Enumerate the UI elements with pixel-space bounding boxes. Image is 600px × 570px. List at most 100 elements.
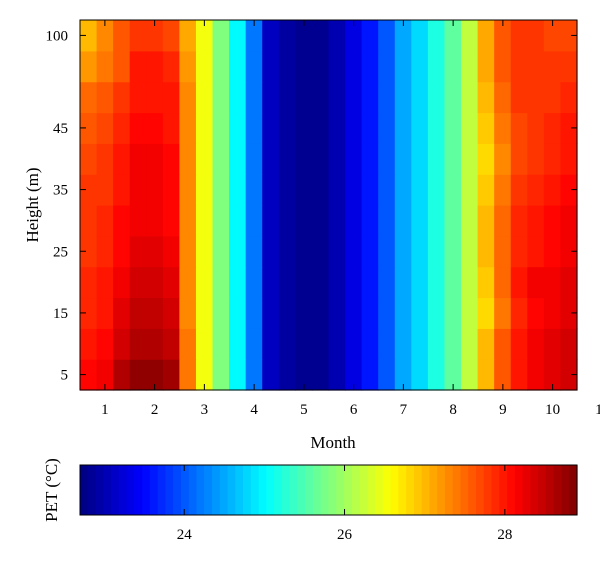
heatmap-cell xyxy=(527,235,545,268)
colorbar-strip xyxy=(344,465,353,515)
heatmap-cell xyxy=(146,81,164,114)
heatmap-cell xyxy=(129,328,147,360)
heatmap-cell xyxy=(212,143,230,175)
heatmap-cell xyxy=(129,143,147,175)
heatmap-cell xyxy=(245,328,263,360)
colorbar-ticks: 24 26 28 xyxy=(177,465,512,543)
heatmap-cell xyxy=(80,266,98,299)
heatmap-cell xyxy=(461,235,479,268)
heatmap-cell xyxy=(162,112,180,144)
heatmap-cell xyxy=(311,266,330,299)
colorbar-strip xyxy=(468,465,477,515)
heatmap-cell xyxy=(195,112,214,144)
heatmap-cell xyxy=(510,143,528,175)
colorbar-strip xyxy=(545,465,555,515)
colorbar-tick-label: 28 xyxy=(497,527,512,543)
heatmap-cell xyxy=(262,112,280,144)
heatmap-cell xyxy=(543,174,562,206)
heatmap-cell xyxy=(477,143,495,175)
heatmap-cell xyxy=(394,143,412,175)
heatmap-cell xyxy=(245,174,263,206)
heatmap-cell xyxy=(494,205,512,237)
heatmap-cell xyxy=(262,20,280,52)
heatmap-cell xyxy=(543,143,562,175)
colorbar-tick-label: 24 xyxy=(177,527,193,543)
heatmap-cell xyxy=(212,205,230,237)
x-tick-label: 3 xyxy=(201,402,209,418)
heatmap-cell xyxy=(311,81,330,114)
heatmap-cell xyxy=(311,235,330,268)
heatmap-cell xyxy=(444,205,462,237)
heatmap-cell xyxy=(444,174,462,206)
colorbar-strip xyxy=(406,465,415,515)
heatmap-cell xyxy=(361,143,379,175)
heatmap-cell xyxy=(461,174,479,206)
heatmap-cell xyxy=(162,235,180,268)
colorbar-strip xyxy=(227,465,236,515)
heatmap-cell xyxy=(427,143,446,175)
x-tick-label: 5 xyxy=(300,402,308,418)
colorbar-strip xyxy=(266,465,275,515)
heatmap-cell xyxy=(394,20,412,52)
x-tick-label: 11 xyxy=(595,402,600,418)
heatmap-cell xyxy=(494,359,512,391)
heatmap-cell xyxy=(345,174,363,206)
heatmap-cell xyxy=(510,266,528,299)
heatmap-cell xyxy=(278,112,296,144)
heatmap-cell xyxy=(146,112,164,144)
colorbar-label: PET (°C) xyxy=(42,458,61,522)
heatmap-cell xyxy=(427,328,446,360)
heatmap-cell xyxy=(527,112,545,144)
heatmap-cell xyxy=(278,359,296,391)
y-tick-label: 45 xyxy=(53,121,68,137)
heatmap-cell xyxy=(361,328,379,360)
heatmap-cell xyxy=(245,143,263,175)
heatmap-cell xyxy=(146,359,164,391)
heatmap-cell xyxy=(527,50,545,83)
heatmap-cell xyxy=(378,20,396,52)
heatmap-cell xyxy=(80,174,98,206)
heatmap-cell xyxy=(162,81,180,114)
heatmap-cell xyxy=(179,205,197,237)
heatmap-cell xyxy=(427,297,446,329)
heatmap-cell xyxy=(444,328,462,360)
heatmap-cell xyxy=(394,359,412,391)
heatmap-cell xyxy=(278,205,296,237)
heatmap-cell xyxy=(129,20,147,52)
heatmap-cell xyxy=(96,112,114,144)
colorbar-strip xyxy=(538,465,547,515)
heatmap-cell xyxy=(411,235,429,268)
colorbar-strip xyxy=(281,465,291,515)
heatmap-cell xyxy=(361,235,379,268)
heatmap-cell xyxy=(96,174,114,206)
heatmap-cell xyxy=(129,81,147,114)
colorbar-strip xyxy=(437,465,446,515)
heatmap-cell xyxy=(179,266,197,299)
heatmap-cell xyxy=(477,174,495,206)
heatmap-cell xyxy=(378,143,396,175)
colorbar-strip xyxy=(297,465,306,515)
colorbar-strip xyxy=(87,465,97,515)
heatmap-cell xyxy=(262,50,280,83)
heatmap-cell xyxy=(461,328,479,360)
heatmap-cell xyxy=(527,359,545,391)
x-tick-label: 1 xyxy=(101,402,109,418)
colorbar-strip xyxy=(157,465,167,515)
heatmap-cell xyxy=(345,359,363,391)
colorbar-strip xyxy=(336,465,345,515)
heatmap-cell xyxy=(96,328,114,360)
heatmap-cell xyxy=(494,81,512,114)
colorbar-strip xyxy=(421,465,431,515)
heatmap-cell xyxy=(494,266,512,299)
heatmap-cell xyxy=(378,359,396,391)
heatmap-cells xyxy=(80,20,578,391)
colorbar-strip xyxy=(444,465,454,515)
colorbar-strip xyxy=(258,465,267,515)
heatmap-cell xyxy=(162,297,180,329)
heatmap-cell xyxy=(560,20,578,52)
heatmap-cell xyxy=(179,112,197,144)
heatmap-cell xyxy=(510,359,528,391)
heatmap-cell xyxy=(162,174,180,206)
y-tick-label: 100 xyxy=(46,28,69,44)
heatmap-cell xyxy=(411,328,429,360)
